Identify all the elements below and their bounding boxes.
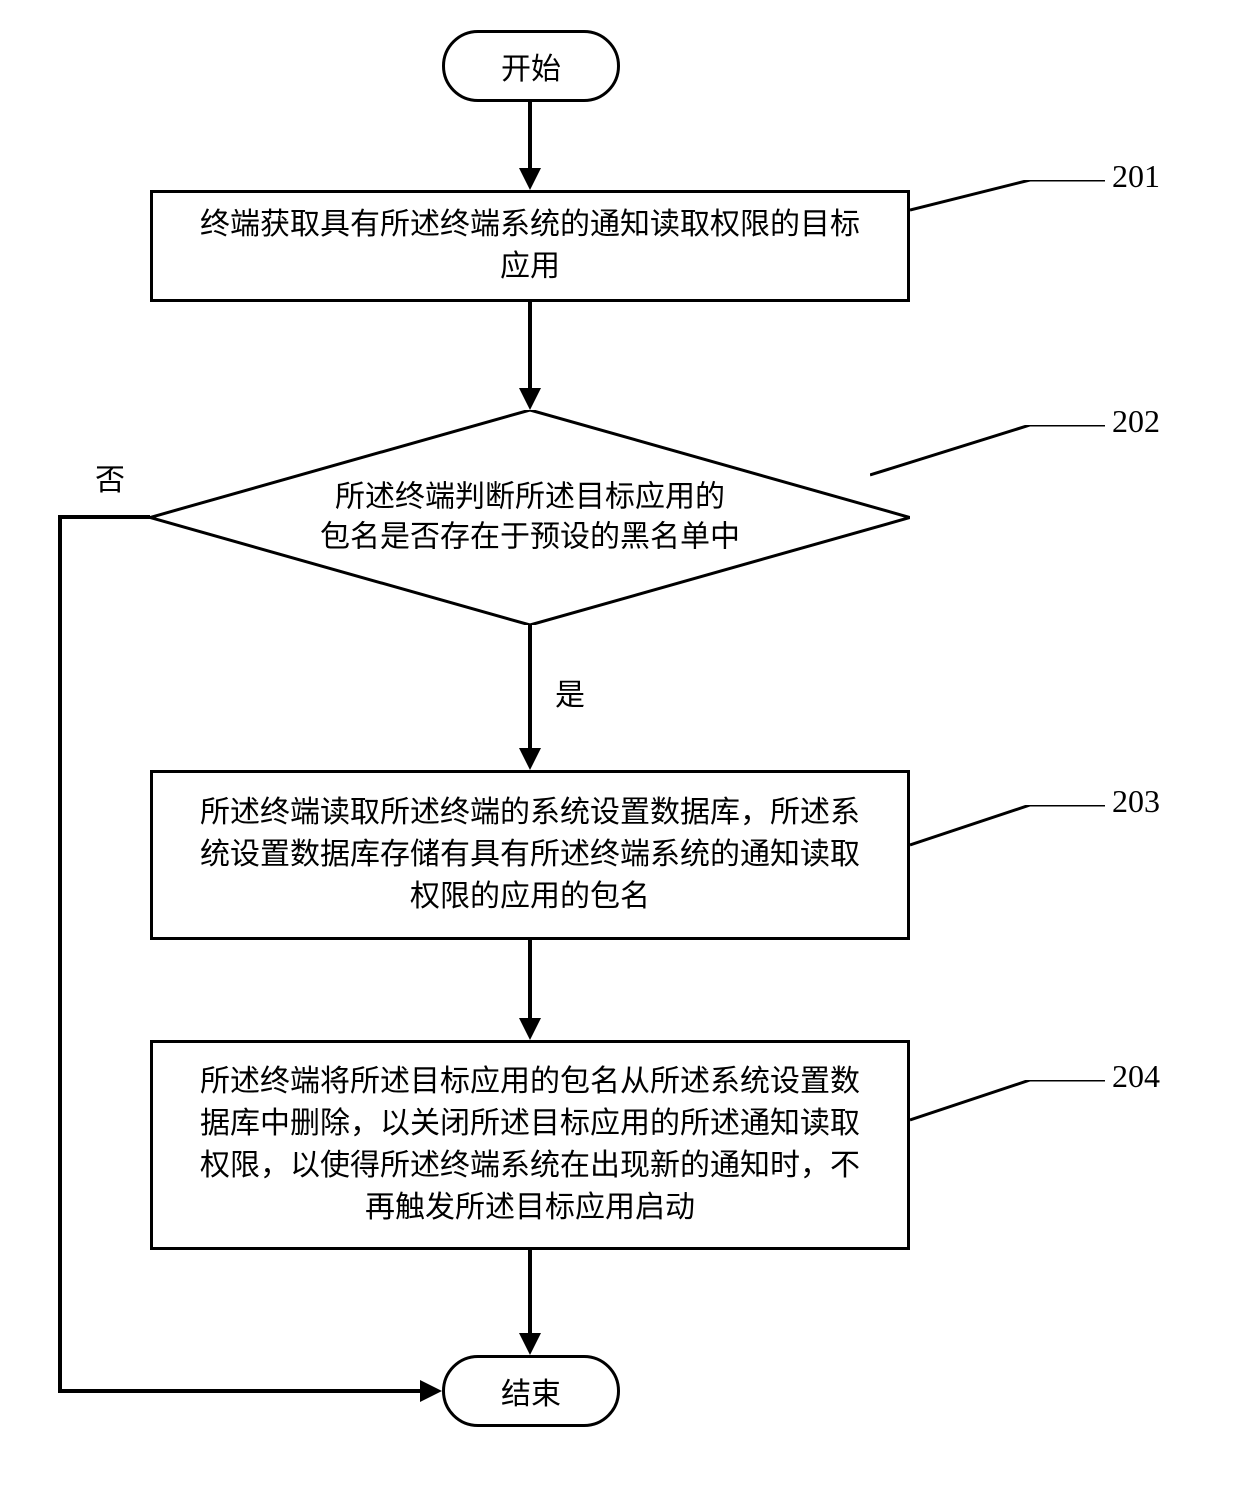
arrow-start-201 xyxy=(528,102,532,170)
arrow-204-end xyxy=(528,1250,532,1335)
no-path-v xyxy=(58,515,62,1393)
arrow-203-204 xyxy=(528,940,532,1020)
decision-202: 所述终端判断所述目标应用的 包名是否存在于预设的黑名单中 xyxy=(150,410,910,625)
decision-202-text: 所述终端判断所述目标应用的 包名是否存在于预设的黑名单中 xyxy=(264,477,796,558)
start-label: 开始 xyxy=(501,44,561,88)
process-204-text: 所述终端将所述目标应用的包名从所述系统设置数 据库中删除，以关闭所述目标应用的所… xyxy=(200,1061,860,1229)
no-path-arrowhead xyxy=(420,1380,442,1402)
arrow-201-202 xyxy=(528,302,532,390)
arrowhead-203-204 xyxy=(519,1018,541,1040)
process-203: 所述终端读取所述终端的系统设置数据库，所述系 统设置数据库存储有具有所述终端系统… xyxy=(150,770,910,940)
arrowhead-start-201 xyxy=(519,168,541,190)
no-label: 否 xyxy=(95,455,125,499)
end-label: 结束 xyxy=(501,1369,561,1413)
ref-204: 204 xyxy=(1112,1058,1160,1095)
process-201: 终端获取具有所述终端系统的通知读取权限的目标 应用 xyxy=(150,190,910,302)
end-node: 结束 xyxy=(442,1355,620,1427)
arrow-202-203 xyxy=(528,625,532,750)
callout-203-line xyxy=(910,805,1110,855)
callout-202-line xyxy=(870,425,1110,485)
arrowhead-201-202 xyxy=(519,388,541,410)
ref-201: 201 xyxy=(1112,158,1160,195)
arrowhead-202-203 xyxy=(519,748,541,770)
no-path-h2 xyxy=(58,1389,422,1393)
callout-204-line xyxy=(910,1080,1110,1130)
start-node: 开始 xyxy=(442,30,620,102)
callout-201-line xyxy=(910,180,1110,220)
process-201-text: 终端获取具有所述终端系统的通知读取权限的目标 应用 xyxy=(200,204,860,288)
process-203-text: 所述终端读取所述终端的系统设置数据库，所述系 统设置数据库存储有具有所述终端系统… xyxy=(200,792,860,918)
yes-label: 是 xyxy=(555,670,585,714)
process-204: 所述终端将所述目标应用的包名从所述系统设置数 据库中删除，以关闭所述目标应用的所… xyxy=(150,1040,910,1250)
ref-203: 203 xyxy=(1112,783,1160,820)
no-path-h1 xyxy=(60,515,150,519)
flowchart-canvas: 开始 终端获取具有所述终端系统的通知读取权限的目标 应用 所述终端判断所述目标应… xyxy=(0,0,1240,1485)
ref-202: 202 xyxy=(1112,403,1160,440)
arrowhead-204-end xyxy=(519,1333,541,1355)
